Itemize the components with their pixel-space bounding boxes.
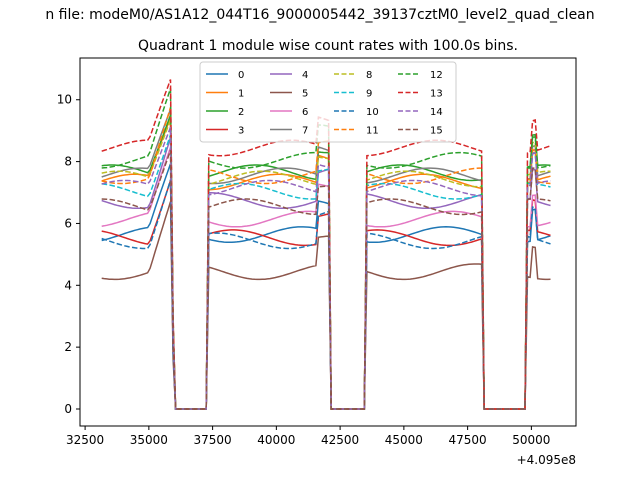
legend-label-4: 4 <box>302 70 308 81</box>
legend-label-15: 15 <box>430 126 443 137</box>
plot-frame <box>79 57 577 427</box>
legend-label-7: 7 <box>302 126 308 137</box>
y-tick-label: 4 <box>64 278 72 292</box>
x-offset-label: +4.095e8 <box>517 453 576 467</box>
x-tick-label: 45000 <box>385 433 423 447</box>
legend-label-0: 0 <box>238 70 244 81</box>
legend-label-10: 10 <box>366 107 379 118</box>
series-line-15 <box>101 149 551 410</box>
legend-label-8: 8 <box>366 70 372 81</box>
legend-label-11: 11 <box>366 126 379 137</box>
legend-label-1: 1 <box>238 89 244 100</box>
legend-label-13: 13 <box>430 89 443 100</box>
legend-label-14: 14 <box>430 107 443 118</box>
y-tick-label: 6 <box>64 216 72 230</box>
chart-title: Quadrant 1 module wise count rates with … <box>138 38 518 54</box>
x-tick-label: 42500 <box>321 433 359 447</box>
x-tick-label: 40000 <box>257 433 295 447</box>
y-axis: 0 2 4 6 8 10 <box>57 93 80 416</box>
legend-label-3: 3 <box>238 126 244 137</box>
x-tick-label: 47500 <box>449 433 487 447</box>
x-axis: 32500 35000 37500 40000 42500 45000 47500 50000 <box>66 426 550 447</box>
legend-label-12: 12 <box>430 70 443 81</box>
legend-label-2: 2 <box>238 107 244 118</box>
legend-frame <box>199 61 457 143</box>
y-tick-label: 10 <box>57 93 72 107</box>
y-tick-label: 0 <box>64 402 72 416</box>
legend-label-9: 9 <box>366 89 372 100</box>
x-tick-label: 32500 <box>66 433 104 447</box>
legend-label-5: 5 <box>302 89 308 100</box>
x-tick-label: 35000 <box>130 433 168 447</box>
x-tick-label: 50000 <box>512 433 550 447</box>
legend-label-6: 6 <box>302 107 308 118</box>
suptitle: n file: modeM0/AS1A12_044T16_9000005442_… <box>45 7 594 23</box>
x-tick-label: 37500 <box>194 433 232 447</box>
y-tick-label: 2 <box>64 340 72 354</box>
plot-lines <box>101 79 551 410</box>
y-tick-label: 8 <box>64 155 72 169</box>
